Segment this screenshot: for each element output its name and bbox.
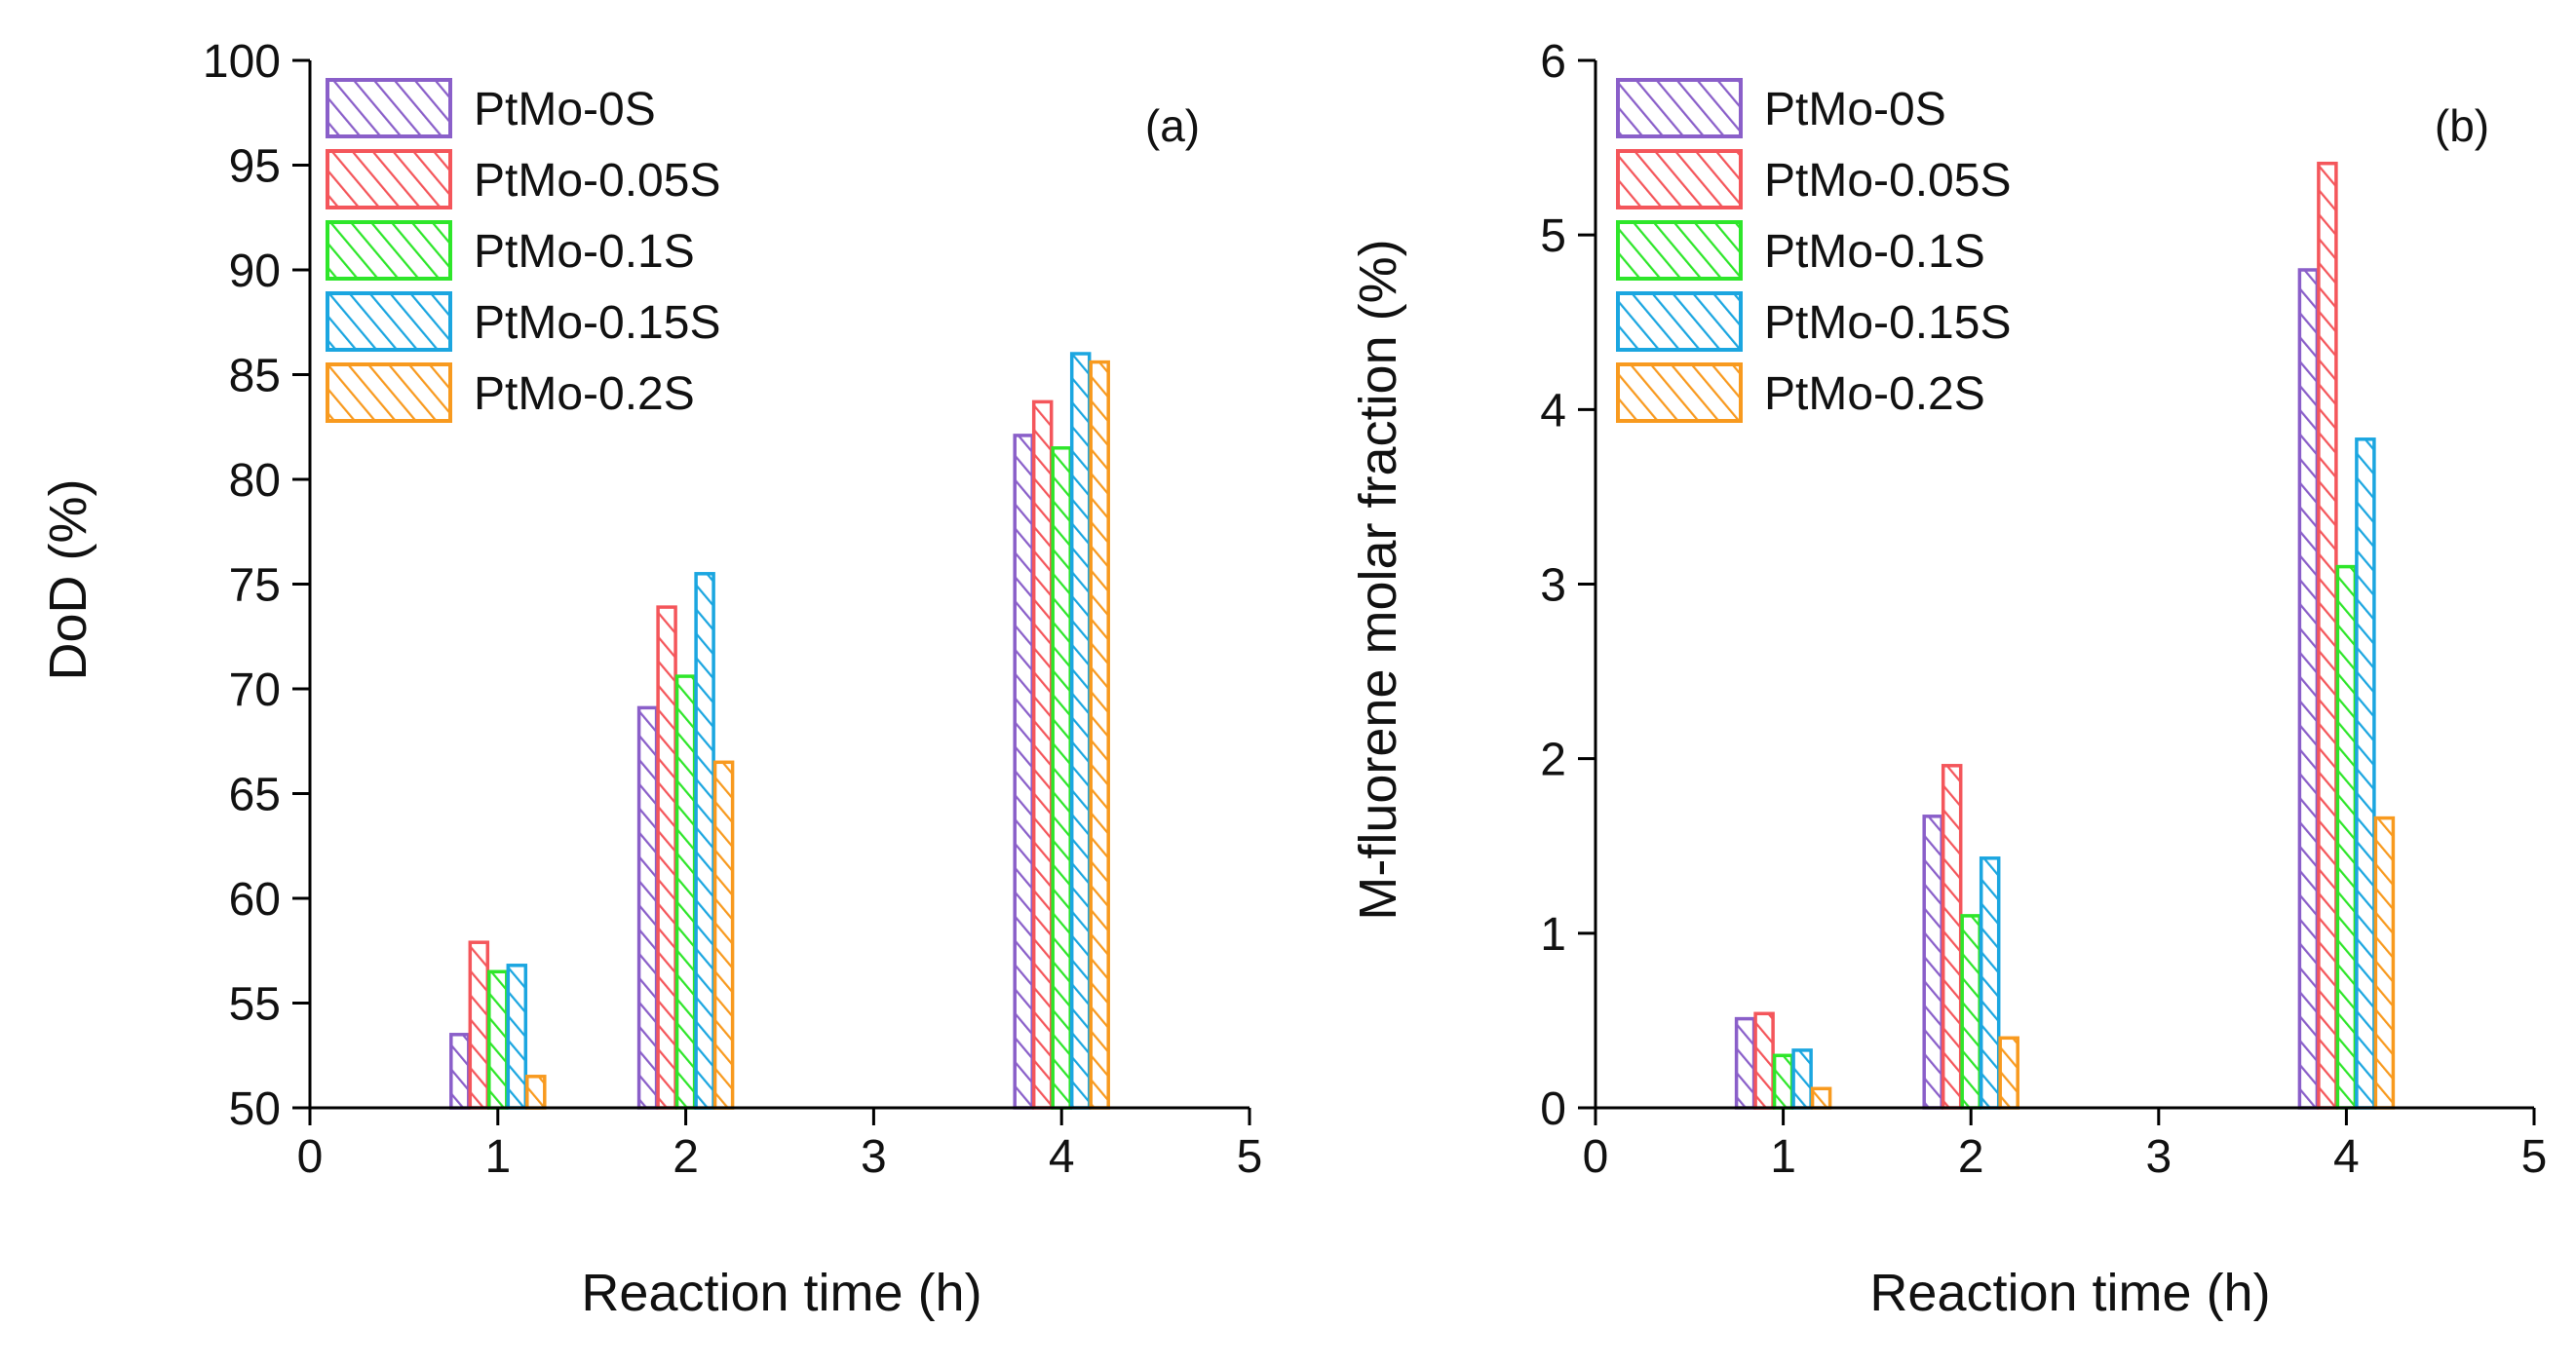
y-tick-label: 75 xyxy=(229,560,281,612)
panel-label-b: (b) xyxy=(2435,100,2489,151)
legend: PtMo-0S PtMo-0.05S PtMo-0.1S PtMo-0.15S PtMo… xyxy=(326,78,720,423)
bar-PtMo-0S-t4 xyxy=(2297,268,2320,1110)
bar-PtMo-0.2S-t2 xyxy=(1998,1036,2019,1110)
y-tick-label: 95 xyxy=(229,141,281,193)
y-axis-label-b: M-fluorene molar fraction (%) xyxy=(1349,239,1407,920)
y-tick-label: 90 xyxy=(229,246,281,297)
legend-swatch-PtMo-0S xyxy=(326,78,452,138)
x-tick-label: 0 xyxy=(1583,1131,1609,1183)
x-tick-label: 2 xyxy=(1958,1131,1984,1183)
bar-PtMo-0.1S-t2 xyxy=(1960,914,1981,1110)
bar-PtMo-0.05S-t4 xyxy=(1031,399,1054,1110)
bar-PtMo-0.15S-t4 xyxy=(2355,437,2376,1110)
bar-PtMo-0.05S-t1 xyxy=(468,940,490,1110)
panel-label-a: (a) xyxy=(1145,100,1200,151)
y-tick-label: 100 xyxy=(203,36,281,88)
bar-PtMo-0.15S-t2 xyxy=(694,572,715,1110)
legend-swatch-PtMo-0.15S xyxy=(326,291,452,352)
bar-PtMo-0.1S-t2 xyxy=(674,674,697,1110)
bar-PtMo-0.15S-t2 xyxy=(1979,856,2001,1110)
legend-label-PtMo-0.15S: PtMo-0.15S xyxy=(474,297,720,349)
x-tick-label: 4 xyxy=(1049,1131,1075,1183)
legend-label-PtMo-0.15S: PtMo-0.15S xyxy=(1764,297,2011,349)
y-tick-label: 6 xyxy=(1540,36,1566,88)
bar-PtMo-0.05S-t4 xyxy=(2317,161,2338,1110)
bar-PtMo-0.15S-t1 xyxy=(506,964,528,1110)
x-tick-label: 4 xyxy=(2333,1131,2360,1183)
y-tick-label: 5 xyxy=(1540,210,1566,262)
x-axis-label-b: Reaction time (h) xyxy=(1869,1264,2270,1322)
bar-PtMo-0.1S-t1 xyxy=(1772,1053,1794,1110)
panel-b: (b) M-fluorene molar fraction (%) Reacti… xyxy=(1349,36,2547,1322)
y-tick-label: 3 xyxy=(1540,560,1566,612)
legend-swatch-PtMo-0.1S xyxy=(326,220,452,281)
bar-PtMo-0.2S-t4 xyxy=(2373,816,2396,1110)
legend-label-PtMo-0S: PtMo-0S xyxy=(1764,84,1946,135)
y-axis-label-a: DoD (%) xyxy=(39,478,97,680)
bar-PtMo-0.05S-t1 xyxy=(1753,1011,1775,1110)
bar-PtMo-0.05S-t2 xyxy=(1941,764,1963,1110)
bar-PtMo-0S-t1 xyxy=(1734,1016,1756,1110)
bar-PtMo-0S-t2 xyxy=(636,705,659,1110)
legend-label-PtMo-0.1S: PtMo-0.1S xyxy=(474,226,695,278)
x-tick-label: 5 xyxy=(1237,1131,1263,1183)
y-tick-label: 85 xyxy=(229,351,281,402)
bar-PtMo-0.1S-t4 xyxy=(2335,564,2358,1110)
legend-swatch-PtMo-0.2S xyxy=(1616,362,1743,423)
legend-label-PtMo-0.05S: PtMo-0.05S xyxy=(474,155,720,207)
y-tick-label: 4 xyxy=(1540,385,1566,436)
panel-a: (a) DoD (%) Reaction time (h) 5055606570… xyxy=(39,36,1262,1322)
y-tick-label: 80 xyxy=(229,455,281,507)
y-tick-label: 70 xyxy=(229,664,281,716)
y-tick-label: 0 xyxy=(1540,1083,1566,1135)
legend-label-PtMo-0.2S: PtMo-0.2S xyxy=(1764,368,1985,420)
y-tick-label: 65 xyxy=(229,770,281,821)
y-tick-label: 1 xyxy=(1540,909,1566,961)
legend-swatch-PtMo-0.05S xyxy=(1616,149,1743,209)
legend: PtMo-0S PtMo-0.05S PtMo-0.1S PtMo-0.15S PtMo… xyxy=(1616,78,2011,423)
y-tick-label: 60 xyxy=(229,874,281,926)
x-tick-label: 0 xyxy=(297,1131,324,1183)
legend-label-PtMo-0.05S: PtMo-0.05S xyxy=(1764,155,2011,207)
bar-PtMo-0.2S-t1 xyxy=(1810,1086,1832,1110)
bar-PtMo-0.1S-t1 xyxy=(487,969,509,1110)
bar-PtMo-0.15S-t1 xyxy=(1791,1048,1813,1110)
x-tick-label: 5 xyxy=(2521,1131,2548,1183)
legend-swatch-PtMo-0.05S xyxy=(326,149,452,209)
y-tick-label: 55 xyxy=(229,979,281,1031)
x-tick-label: 3 xyxy=(861,1131,887,1183)
legend-label-PtMo-0S: PtMo-0S xyxy=(474,84,656,135)
bar-PtMo-0.2S-t2 xyxy=(712,760,735,1110)
legend-swatch-PtMo-0S xyxy=(1616,78,1743,138)
legend-swatch-PtMo-0.1S xyxy=(1616,220,1743,281)
x-tick-label: 1 xyxy=(484,1131,511,1183)
bar-PtMo-0S-t4 xyxy=(1013,434,1034,1110)
x-tick-label: 2 xyxy=(673,1131,699,1183)
x-tick-label: 1 xyxy=(1770,1131,1796,1183)
legend-label-PtMo-0.1S: PtMo-0.1S xyxy=(1764,226,1985,278)
legend-label-PtMo-0.2S: PtMo-0.2S xyxy=(474,368,695,420)
bar-PtMo-0.05S-t2 xyxy=(656,605,677,1110)
bar-PtMo-0.2S-t1 xyxy=(525,1075,547,1110)
bar-PtMo-0S-t1 xyxy=(449,1033,471,1110)
bar-PtMo-0S-t2 xyxy=(1922,815,1943,1110)
legend-swatch-PtMo-0.15S xyxy=(1616,291,1743,352)
bar-PtMo-0.15S-t4 xyxy=(1069,352,1092,1110)
x-tick-label: 3 xyxy=(2145,1131,2172,1183)
y-tick-label: 2 xyxy=(1540,735,1566,786)
x-axis-label-a: Reaction time (h) xyxy=(581,1264,981,1322)
bar-PtMo-0.1S-t4 xyxy=(1051,446,1072,1110)
bar-PtMo-0.2S-t4 xyxy=(1089,360,1110,1110)
legend-swatch-PtMo-0.2S xyxy=(326,362,452,423)
y-tick-label: 50 xyxy=(229,1083,281,1135)
